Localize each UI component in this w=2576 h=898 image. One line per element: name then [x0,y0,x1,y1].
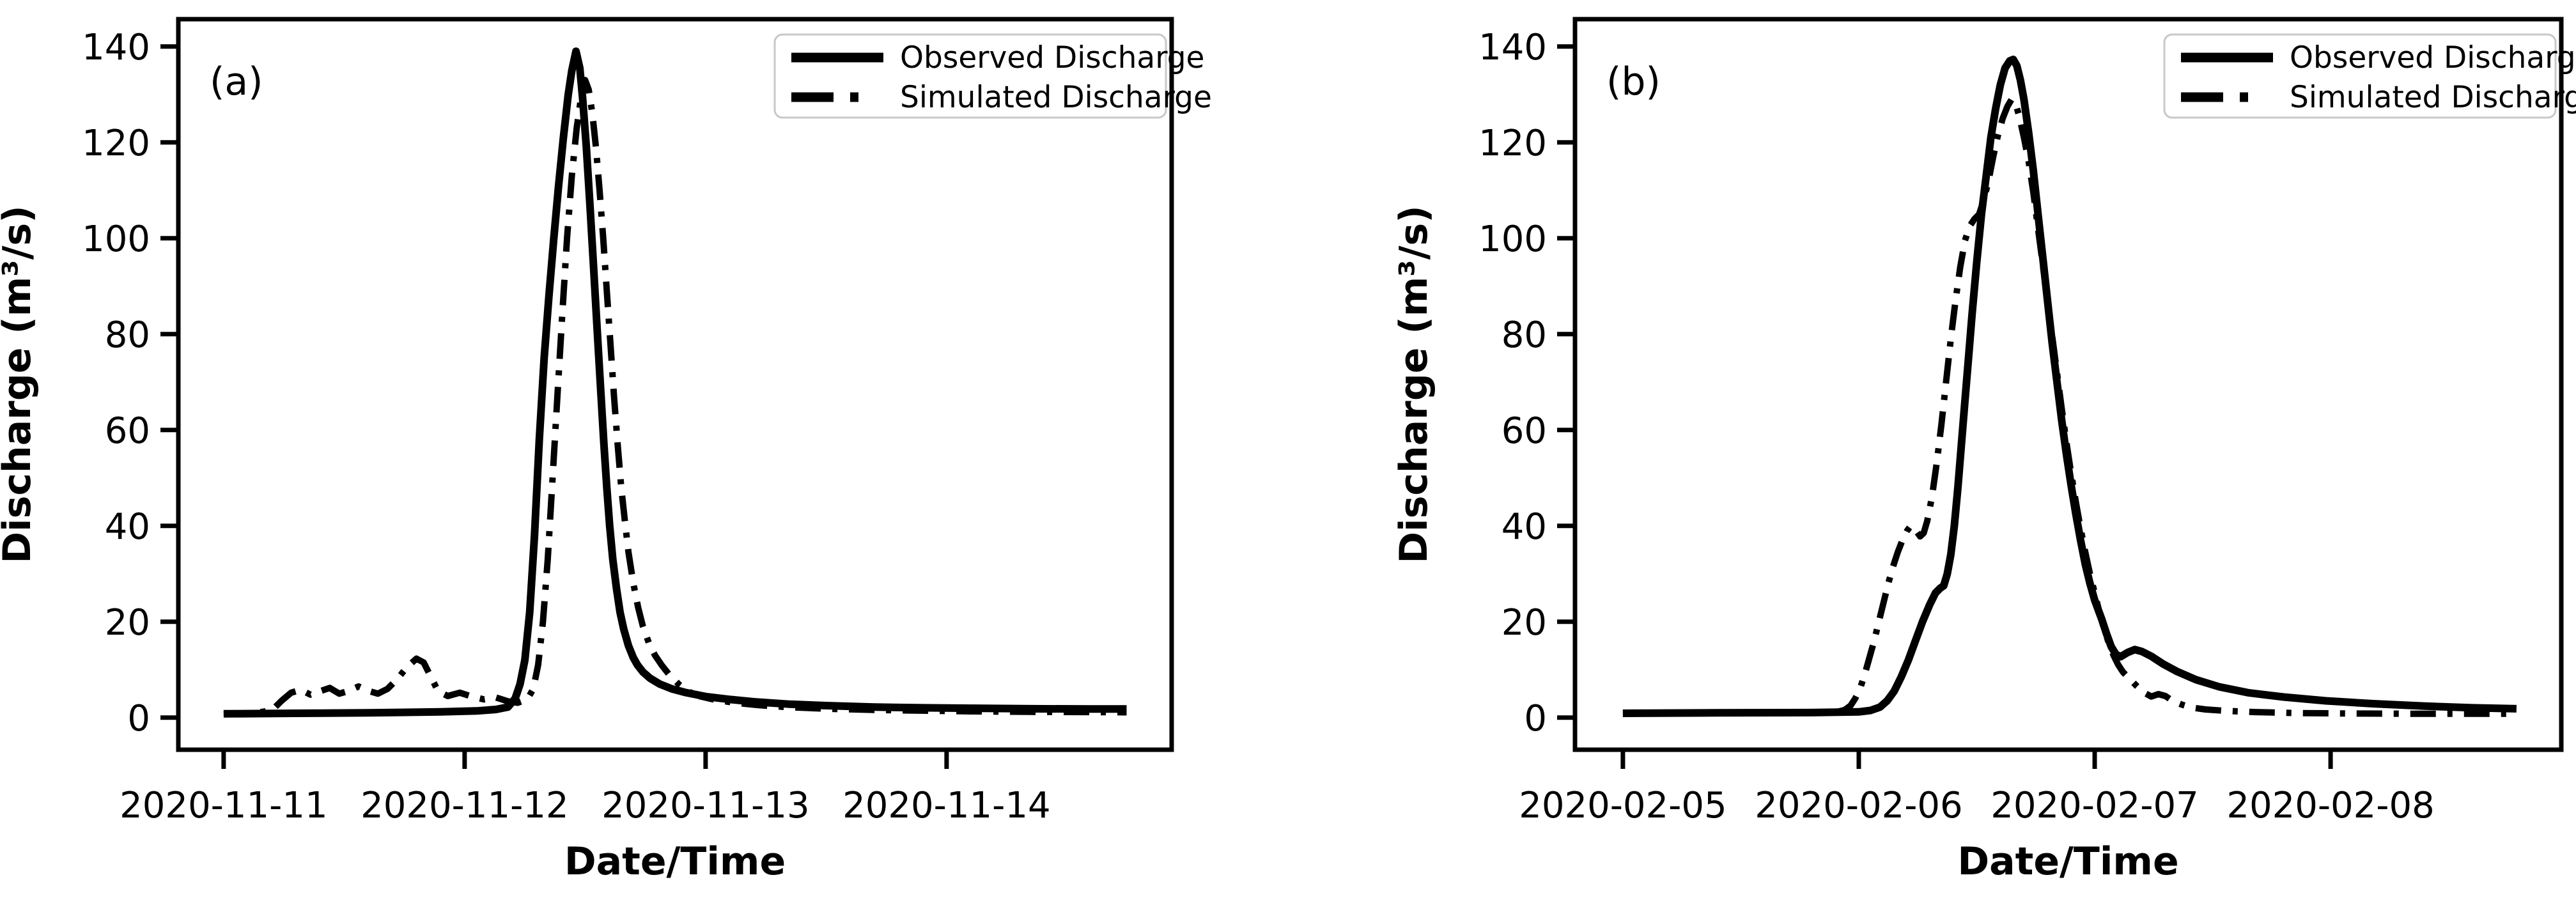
legend: Observed Discharge Simulated Discharge [773,33,1212,119]
y-tick-label: 20 [105,602,150,644]
y-tick-label: 40 [1501,506,1547,548]
observed-discharge-line [1622,56,2517,717]
x-tick-label: 2020-02-08 [2226,785,2434,826]
x-tick-label: 2020-11-13 [601,785,809,826]
y-tick-label: 0 [1524,698,1547,739]
plot-area-border [176,17,1174,752]
y-tick-label: 20 [1501,602,1547,644]
y-tick-label: 60 [105,410,150,452]
y-tick-label: 140 [1478,27,1547,68]
y-tick-label: 140 [82,27,150,68]
y-tick-label: 120 [82,123,150,164]
y-axis-ticks: 0 20 40 60 80 100 120 140 [1478,27,1574,739]
y-axis-ticks: 0 20 40 60 80 100 120 140 [82,27,178,739]
simulated-discharge-line [223,77,1127,717]
y-tick-label: 100 [1478,219,1547,260]
x-tick-label: 2020-02-07 [1990,785,2198,826]
x-axis-title: Date/Time [1957,839,2178,884]
legend: Observed Discharge Simulated Discharge [2163,33,2576,119]
panel-letter: (b) [1606,59,1661,104]
y-tick-label: 40 [105,506,150,548]
y-tick-label: 100 [82,219,150,260]
x-axis-title: Date/Time [564,839,786,884]
x-tick-label: 2020-11-12 [361,785,568,826]
y-tick-label: 80 [1501,314,1547,356]
legend-label-observed: Observed Discharge [900,40,1204,75]
y-axis-title: Discharge (m³/s) [0,205,40,563]
plot-area-border [1572,17,2564,752]
panel-letter: (a) [210,59,263,104]
x-axis-ticks: 2020-11-11 2020-11-12 2020-11-13 2020-11-14 [120,750,1051,826]
y-tick-label: 60 [1501,410,1547,452]
legend-label-simulated: Simulated Discharge [900,80,1212,115]
x-tick-label: 2020-11-11 [120,785,327,826]
y-tick-label: 80 [105,314,150,356]
x-tick-label: 2020-02-06 [1755,785,1962,826]
legend-label-simulated: Simulated Discharge [2290,80,2576,115]
y-tick-label: 0 [127,698,150,739]
x-tick-label: 2020-02-05 [1519,785,1726,826]
simulated-discharge-line [1622,96,2517,717]
x-axis-ticks: 2020-02-05 2020-02-06 2020-02-07 2020-02-08 [1519,750,2435,826]
y-tick-label: 120 [1478,123,1547,164]
observed-discharge-line [223,47,1127,718]
x-tick-label: 2020-11-14 [842,785,1050,826]
legend-label-observed: Observed Discharge [2290,40,2576,75]
y-axis-title: Discharge (m³/s) [1392,205,1436,563]
